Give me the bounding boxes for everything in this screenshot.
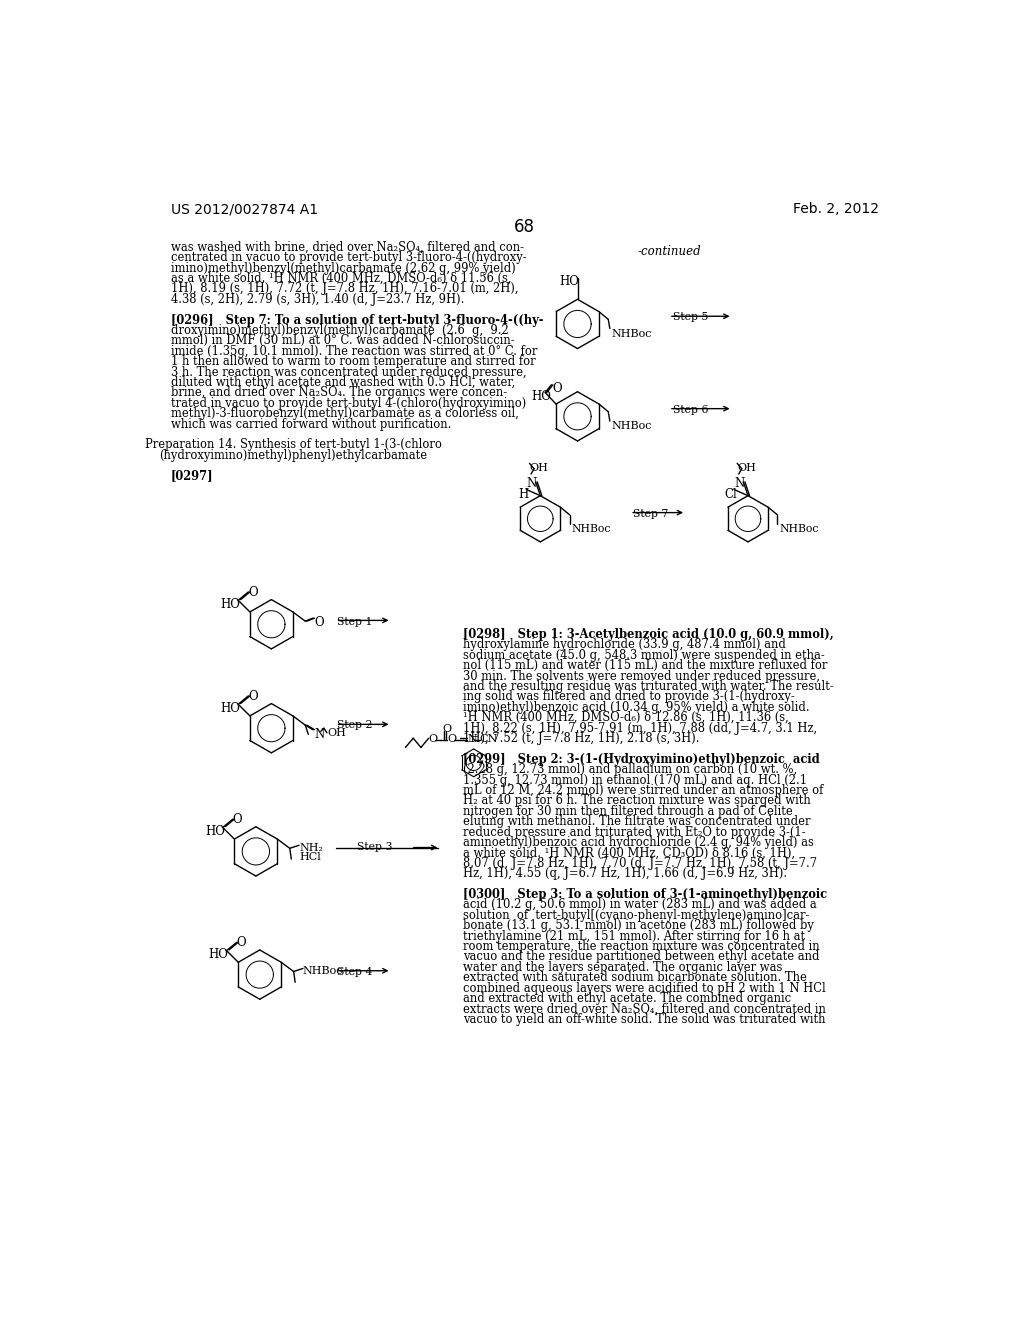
Text: 1.355 g, 12.73 mmol) in ethanol (170 mL) and aq. HCl (2.1: 1.355 g, 12.73 mmol) in ethanol (170 mL)… [463,774,807,787]
Text: ¹H NMR (400 MHz, DMSO-d₆) δ 12.86 (s, 1H), 11.36 (s,: ¹H NMR (400 MHz, DMSO-d₆) δ 12.86 (s, 1H… [463,711,788,725]
Text: O: O [232,813,243,826]
Text: solution  of  tert-butyl[(cyano-phenyl-methylene)amino]car-: solution of tert-butyl[(cyano-phenyl-met… [463,908,809,921]
Text: N: N [734,478,744,490]
Text: HO: HO [209,949,228,961]
Text: NHBoc: NHBoc [303,966,343,975]
Text: reduced pressure and triturated with Et₂O to provide 3-(1-: reduced pressure and triturated with Et₂… [463,825,806,838]
Text: Step 2: Step 2 [337,721,373,730]
Text: Step 5: Step 5 [673,313,709,322]
Text: trated in vacuo to provide tert-butyl 4-(chloro(hydroxyimino): trated in vacuo to provide tert-butyl 4-… [171,397,526,409]
Text: extracts were dried over Na₂SO₄, filtered and concentrated in: extracts were dried over Na₂SO₄, filtere… [463,1002,825,1015]
Text: aminoethyl)benzoic acid hydrochloride (2.4 g, 94% yield) as: aminoethyl)benzoic acid hydrochloride (2… [463,836,814,849]
Text: N: N [467,734,477,743]
Text: eluting with methanol. The filtrate was concentrated under: eluting with methanol. The filtrate was … [463,816,810,828]
Text: [0297]: [0297] [171,470,213,483]
Text: Step 4: Step 4 [337,966,373,977]
Text: HO: HO [220,598,241,611]
Text: vacuo to yield an off-white solid. The solid was triturated with: vacuo to yield an off-white solid. The s… [463,1012,825,1026]
Text: H: H [518,488,528,502]
Text: O: O [447,734,457,743]
Text: Preparation 14. Synthesis of tert-butyl 1-(3-(chloro: Preparation 14. Synthesis of tert-butyl … [144,438,441,451]
Text: Step 6: Step 6 [673,405,709,414]
Text: mL of 12 M, 24.2 mmol) were stirred under an atmosphere of: mL of 12 M, 24.2 mmol) were stirred unde… [463,784,823,797]
Text: as a white solid. ¹H NMR (400 MHz, DMSO-d₆) δ 11.56 (s,: as a white solid. ¹H NMR (400 MHz, DMSO-… [171,272,511,285]
Text: Feb. 2, 2012: Feb. 2, 2012 [793,202,879,216]
Text: droxyimino)methyl)benzyl(methyl)carbamate  (2.6  g,  9.2: droxyimino)methyl)benzyl(methyl)carbamat… [171,323,508,337]
Text: 1H), 8.19 (s, 1H), 7.72 (t, J=7.8 Hz, 1H), 7.16-7.01 (m, 2H),: 1H), 8.19 (s, 1H), 7.72 (t, J=7.8 Hz, 1H… [171,282,518,296]
Text: OH: OH [737,463,756,474]
Text: triethylamine (21 mL, 151 mmol). After stirring for 16 h at: triethylamine (21 mL, 151 mmol). After s… [463,929,805,942]
Text: 68: 68 [514,218,536,236]
Text: OH: OH [529,463,548,474]
Text: [0299]   Step 2: 3-(1-(Hydroxyimino)ethyl)benzoic  acid: [0299] Step 2: 3-(1-(Hydroxyimino)ethyl)… [463,752,819,766]
Text: imide (1.35g, 10.1 mmol). The reaction was stirred at 0° C. for: imide (1.35g, 10.1 mmol). The reaction w… [171,345,537,358]
Text: HCl: HCl [299,853,321,862]
Text: (2.28 g, 12.73 mmol) and palladium on carbon (10 wt. %,: (2.28 g, 12.73 mmol) and palladium on ca… [463,763,797,776]
Text: [0298]   Step 1: 3-Acetylbenzoic acid (10.0 g, 60.9 mmol),: [0298] Step 1: 3-Acetylbenzoic acid (10.… [463,628,834,642]
Text: NHBoc: NHBoc [571,524,610,535]
Text: hydroxylamine hydrochloride (33.9 g, 487.4 mmol) and: hydroxylamine hydrochloride (33.9 g, 487… [463,639,785,652]
Text: Step 7: Step 7 [633,508,669,519]
Text: a white solid. ¹H NMR (400 MHz, CD₃OD) δ 8.16 (s, 1H),: a white solid. ¹H NMR (400 MHz, CD₃OD) δ… [463,846,795,859]
Text: diluted with ethyl acetate and washed with 0.5 HCl, water,: diluted with ethyl acetate and washed wi… [171,376,515,389]
Text: room temperature, the reaction mixture was concentrated in: room temperature, the reaction mixture w… [463,940,819,953]
Text: (hydroxyimino)methyl)phenyl)ethylcarbamate: (hydroxyimino)methyl)phenyl)ethylcarbama… [159,449,427,462]
Text: 30 min. The solvents were removed under reduced pressure,: 30 min. The solvents were removed under … [463,669,820,682]
Text: HO: HO [559,275,579,288]
Text: Cl: Cl [725,488,737,502]
Text: Step 3: Step 3 [357,842,393,853]
Text: NHBoc: NHBoc [779,524,818,535]
Text: H₂ at 40 psi for 6 h. The reaction mixture was sparged with: H₂ at 40 psi for 6 h. The reaction mixtu… [463,795,811,808]
Text: O: O [249,586,258,599]
Text: and extracted with ethyl acetate. The combined organic: and extracted with ethyl acetate. The co… [463,991,791,1005]
Text: NHBoc: NHBoc [611,421,652,430]
Text: ing solid was filtered and dried to provide 3-(1-(hydroxy-: ing solid was filtered and dried to prov… [463,690,795,704]
Text: HO: HO [531,391,551,403]
Text: 1H), 7.52 (t, J=7.8 Hz, 1H), 2.18 (s, 3H).: 1H), 7.52 (t, J=7.8 Hz, 1H), 2.18 (s, 3H… [463,733,699,744]
Text: mmol) in DMF (30 mL) at 0° C. was added N-chlorosuccin-: mmol) in DMF (30 mL) at 0° C. was added … [171,334,514,347]
Text: extracted with saturated sodium bicarbonate solution. The: extracted with saturated sodium bicarbon… [463,972,807,985]
Text: O: O [429,734,438,743]
Text: HO: HO [205,825,225,838]
Text: 4.38 (s, 2H), 2.79 (s, 3H), 1.40 (d, J=23.7 Hz, 9H).: 4.38 (s, 2H), 2.79 (s, 3H), 1.40 (d, J=2… [171,293,464,306]
Text: methyl)-3-fluorobenzyl(methyl)carbamate as a colorless oil,: methyl)-3-fluorobenzyl(methyl)carbamate … [171,407,518,420]
Text: sodium acetate (45.0 g, 548.3 mmol) were suspended in etha-: sodium acetate (45.0 g, 548.3 mmol) were… [463,649,824,661]
Text: imino)ethyl)benzoic acid (10.34 g, 95% yield) a white solid.: imino)ethyl)benzoic acid (10.34 g, 95% y… [463,701,809,714]
Text: NH₂: NH₂ [299,843,323,853]
Text: vacuo and the residue partitioned between ethyl acetate and: vacuo and the residue partitioned betwee… [463,950,819,964]
Text: Hz, 1H), 4.55 (q, J=6.7 Hz, 1H), 1.66 (d, J=6.9 Hz, 3H).: Hz, 1H), 4.55 (q, J=6.7 Hz, 1H), 1.66 (d… [463,867,786,880]
Text: bonate (13.1 g, 53.1 mmol) in acetone (283 mL) followed by: bonate (13.1 g, 53.1 mmol) in acetone (2… [463,919,814,932]
Text: 3 h. The reaction was concentrated under reduced pressure,: 3 h. The reaction was concentrated under… [171,366,526,379]
Text: US 2012/0027874 A1: US 2012/0027874 A1 [171,202,317,216]
Text: Step 1: Step 1 [337,616,373,627]
Text: and the resulting residue was triturated with water. The result-: and the resulting residue was triturated… [463,680,834,693]
Text: CN: CN [480,734,498,743]
Text: centrated in vacuo to provide tert-butyl 3-fluoro-4-((hydroxy-: centrated in vacuo to provide tert-butyl… [171,251,526,264]
Text: O: O [249,689,258,702]
Text: brine, and dried over Na₂SO₄. The organics were concen-: brine, and dried over Na₂SO₄. The organi… [171,387,507,400]
Text: water and the layers separated. The organic layer was: water and the layers separated. The orga… [463,961,782,974]
Text: [0300]   Step 3: To a solution of 3-(1-aminoethyl)benzoic: [0300] Step 3: To a solution of 3-(1-ami… [463,888,827,902]
Text: which was carried forward without purification.: which was carried forward without purifi… [171,417,451,430]
Text: nol (115 mL) and water (115 mL) and the mixture refluxed for: nol (115 mL) and water (115 mL) and the … [463,659,827,672]
Text: HO: HO [220,702,241,715]
Text: 1 h then allowed to warm to room temperature and stirred for: 1 h then allowed to warm to room tempera… [171,355,536,368]
Text: imino)methyl)benzyl(methyl)carbamate (2.62 g, 99% yield): imino)methyl)benzyl(methyl)carbamate (2.… [171,261,515,275]
Text: N: N [526,478,537,490]
Text: N: N [314,729,325,742]
Text: 8.07 (d, J=7.8 Hz, 1H), 7.70 (d, J=7.7 Hz, 1H), 7.58 (t, J=7.7: 8.07 (d, J=7.8 Hz, 1H), 7.70 (d, J=7.7 H… [463,857,817,870]
Text: nitrogen for 30 min then filtered through a pad of Celite: nitrogen for 30 min then filtered throug… [463,805,793,818]
Text: 1H), 8.22 (s, 1H), 7.95-7.91 (m, 1H), 7.88 (dd, J=4.7, 3.1 Hz,: 1H), 8.22 (s, 1H), 7.95-7.91 (m, 1H), 7.… [463,722,817,735]
Text: combined aqueous layers were acidified to pH 2 with 1 N HCl: combined aqueous layers were acidified t… [463,982,825,994]
Text: was washed with brine, dried over Na₂SO₄, filtered and con-: was washed with brine, dried over Na₂SO₄… [171,240,523,253]
Text: O: O [552,381,562,395]
Text: O: O [237,936,247,949]
Text: -continued: -continued [638,246,701,259]
Text: OH: OH [327,729,346,738]
Text: O: O [442,725,452,734]
Text: [0296]   Step 7: To a solution of tert-butyl 3-fluoro-4-((hy-: [0296] Step 7: To a solution of tert-but… [171,314,543,326]
Text: NHBoc: NHBoc [611,329,652,338]
Text: O: O [314,615,325,628]
Text: acid (10.2 g, 50.6 mmol) in water (283 mL) and was added a: acid (10.2 g, 50.6 mmol) in water (283 m… [463,899,816,911]
